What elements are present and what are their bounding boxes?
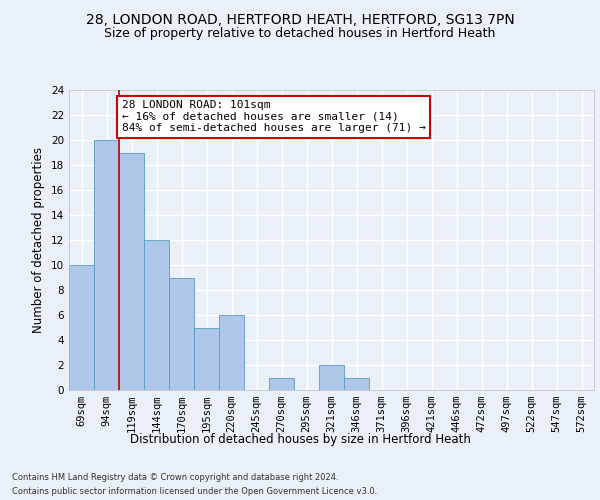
Bar: [169, 278, 194, 390]
Text: Contains HM Land Registry data © Crown copyright and database right 2024.: Contains HM Land Registry data © Crown c…: [12, 472, 338, 482]
Bar: [144, 240, 169, 390]
Text: 28, LONDON ROAD, HERTFORD HEATH, HERTFORD, SG13 7PN: 28, LONDON ROAD, HERTFORD HEATH, HERTFOR…: [86, 12, 514, 26]
Y-axis label: Number of detached properties: Number of detached properties: [32, 147, 46, 333]
Text: 28 LONDON ROAD: 101sqm
← 16% of detached houses are smaller (14)
84% of semi-det: 28 LONDON ROAD: 101sqm ← 16% of detached…: [121, 100, 425, 133]
Bar: [219, 315, 244, 390]
Bar: [94, 140, 119, 390]
Bar: [319, 365, 344, 390]
Bar: [194, 328, 219, 390]
Bar: [119, 152, 144, 390]
Bar: [69, 265, 94, 390]
Text: Size of property relative to detached houses in Hertford Heath: Size of property relative to detached ho…: [104, 28, 496, 40]
Text: Distribution of detached houses by size in Hertford Heath: Distribution of detached houses by size …: [130, 432, 470, 446]
Bar: [269, 378, 294, 390]
Text: Contains public sector information licensed under the Open Government Licence v3: Contains public sector information licen…: [12, 488, 377, 496]
Bar: [344, 378, 369, 390]
